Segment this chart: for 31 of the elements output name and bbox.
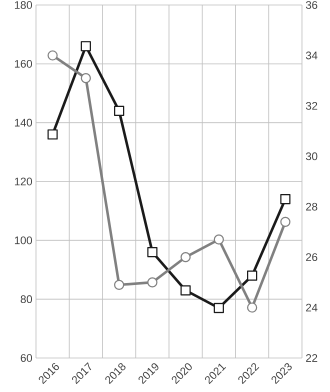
point [80,73,91,84]
point [247,270,258,281]
point [214,234,224,245]
point [80,41,91,52]
y2-tick-label: 32 [306,102,318,110]
point [147,247,158,258]
y-tick-label: 60 [20,354,32,362]
point [180,252,191,262]
y2-tick-label: 28 [306,202,318,211]
y2-tick-label: 34 [306,52,318,60]
y-tick-label: 160 [14,60,32,68]
y-tick-label: 120 [14,178,32,186]
point [280,194,290,204]
y-tick-label: 140 [14,118,32,127]
point [180,285,191,296]
point [48,129,58,140]
y2-tick-label: 26 [306,253,318,262]
y2-tick-label: 30 [306,152,318,160]
point [114,106,124,116]
y-tick-label: 100 [14,236,32,244]
y2-tick-label: 36 [306,1,318,9]
point [280,216,290,227]
point [214,302,224,314]
point [147,277,158,288]
y-tick-label: 180 [14,1,32,9]
y-tick-label: 80 [20,295,32,304]
y2-tick-label: 24 [306,304,318,312]
y2-tick-label: 22 [306,354,318,362]
point [48,50,58,61]
point [114,280,124,290]
point [247,302,258,313]
